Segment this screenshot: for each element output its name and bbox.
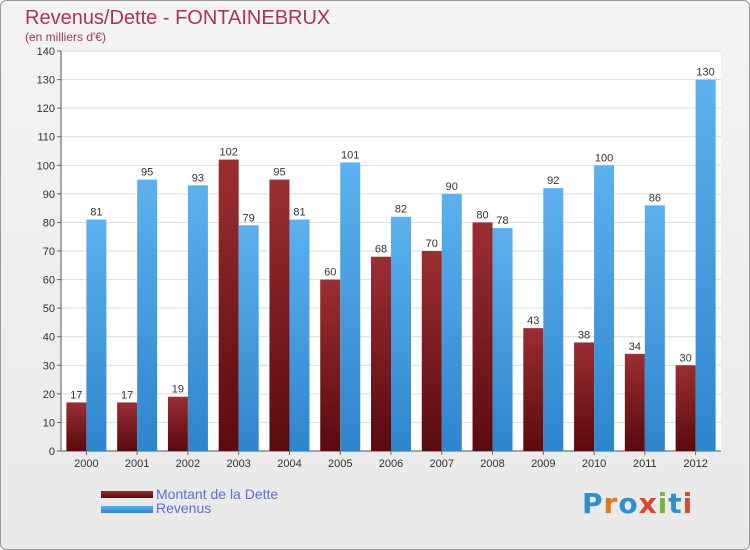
data-label: 78 (496, 215, 508, 227)
y-tick-label: 100 (37, 160, 55, 172)
data-label: 34 (629, 341, 641, 353)
bar-dette (66, 402, 87, 451)
data-label: 60 (324, 267, 336, 279)
data-label: 17 (70, 389, 82, 401)
x-tick-label: 2008 (480, 458, 504, 470)
x-tick-label: 2010 (582, 458, 606, 470)
bar-revenus (238, 225, 259, 451)
bar-revenus (492, 228, 513, 451)
y-tick-label: 40 (43, 332, 55, 344)
bar-dette (320, 279, 341, 451)
bar-revenus (441, 193, 462, 451)
logo-letter: r (603, 487, 619, 520)
y-tick-label: 80 (43, 217, 55, 229)
x-tick-label: 2002 (176, 458, 200, 470)
data-label: 101 (341, 149, 359, 161)
logo-letter: i (682, 487, 694, 520)
data-label: 82 (395, 204, 407, 216)
data-label: 30 (679, 352, 691, 364)
x-tick-label: 2004 (277, 458, 301, 470)
x-tick-label: 2005 (328, 458, 352, 470)
legend-swatch-dette (101, 491, 153, 498)
data-label: 102 (220, 147, 238, 159)
y-tick-label: 120 (37, 103, 55, 115)
legend-swatch-revenus (101, 506, 153, 513)
x-tick-label: 2011 (633, 458, 657, 470)
x-tick-label: 2009 (531, 458, 555, 470)
y-tick-label: 50 (43, 303, 55, 315)
y-tick-label: 110 (37, 132, 55, 144)
y-tick-label: 60 (43, 275, 55, 287)
logo-letter: o (618, 487, 639, 520)
data-labels: 17 81 17 95 19 93 102 79 95 81 60 101 68 82 70 90 80 78 43… (70, 67, 715, 402)
bar-dette (371, 256, 391, 451)
data-label: 68 (375, 244, 387, 256)
data-label: 43 (527, 315, 539, 327)
bar-revenus (644, 205, 665, 451)
bar-revenus (187, 185, 208, 452)
y-tick-label: 140 (37, 46, 55, 58)
data-label: 92 (547, 175, 559, 187)
data-label: 90 (446, 181, 458, 193)
bar-dette (421, 251, 442, 451)
logo-letter: P (582, 487, 604, 520)
bar-dette (574, 342, 595, 451)
data-label: 95 (273, 167, 285, 179)
bar-revenus (340, 162, 361, 451)
data-label: 80 (476, 209, 488, 221)
bars (66, 79, 716, 452)
bar-dette (269, 179, 290, 452)
data-label: 19 (172, 384, 184, 396)
y-tick-label: 90 (43, 189, 55, 201)
data-label: 100 (595, 152, 613, 164)
data-label: 130 (696, 67, 714, 79)
bar-dette (624, 353, 645, 451)
x-tick-label: 2006 (379, 458, 403, 470)
bar-dette (472, 222, 493, 451)
y-tick-label: 130 (37, 75, 55, 87)
data-label: 81 (293, 207, 305, 219)
data-label: 93 (192, 172, 204, 184)
x-tick-label: 2001 (125, 458, 149, 470)
bar-dette (167, 396, 188, 451)
chart-title: Revenus/Dette - FONTAINEBRUX (25, 7, 331, 29)
x-tick-label: 2012 (683, 458, 707, 470)
x-tick-label: 2000 (74, 458, 98, 470)
bar-revenus (391, 216, 411, 451)
data-label: 38 (578, 329, 590, 341)
bar-dette (218, 159, 239, 452)
bar-dette (675, 365, 696, 451)
y-tick-label: 10 (43, 417, 55, 429)
bar-dette (523, 328, 544, 451)
legend-label-revenus: Revenus (156, 500, 212, 516)
y-tick-label: 30 (43, 360, 55, 372)
bar-dette (117, 402, 138, 451)
bar-revenus (695, 79, 716, 452)
data-label: 86 (649, 192, 661, 204)
bar-revenus (594, 165, 615, 452)
bar-revenus (543, 188, 564, 451)
y-tick-label: 20 (43, 389, 55, 401)
bar-revenus (86, 219, 107, 451)
data-label: 79 (243, 212, 255, 224)
logo-letter: i (657, 487, 669, 520)
logo-letter: t (668, 487, 683, 520)
logo-letter: x (638, 487, 658, 520)
y-tick-label: 0 (49, 446, 55, 458)
data-label: 95 (141, 167, 153, 179)
data-label: 70 (426, 238, 438, 250)
x-tick-label: 2007 (430, 458, 454, 470)
bar-revenus (289, 219, 310, 451)
proxiti-logo: Proxiti (582, 487, 693, 520)
chart-subtitle: (en milliers d'€) (25, 30, 106, 44)
bar-revenus (137, 179, 158, 452)
legend-label-dette: Montant de la Dette (156, 486, 279, 502)
y-tick-label: 70 (43, 246, 55, 258)
data-label: 17 (121, 389, 133, 401)
data-label: 81 (90, 207, 102, 219)
x-tick-label: 2003 (226, 458, 250, 470)
